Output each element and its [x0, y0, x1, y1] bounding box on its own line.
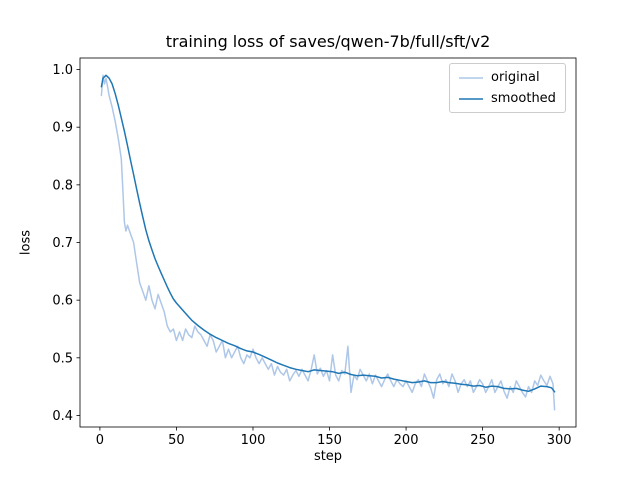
legend-line-smoothed-icon	[459, 97, 483, 100]
y-tick-label: 0.8	[52, 178, 73, 193]
x-tick-label: 250	[470, 433, 495, 448]
x-tick-label: 50	[168, 433, 185, 448]
x-tick-label: 0	[96, 433, 104, 448]
x-tick-label: 300	[547, 433, 572, 448]
legend: original smoothed	[449, 63, 566, 113]
y-tick-label: 0.5	[52, 351, 73, 366]
x-tick-label: 100	[241, 433, 266, 448]
y-tick-label: 1.0	[52, 63, 73, 78]
x-axis-label: step	[313, 449, 343, 464]
series-line-original	[100, 74, 556, 411]
x-tick-label: 150	[317, 433, 342, 448]
chart-title: training loss of saves/qwen-7b/full/sft/…	[165, 32, 491, 51]
legend-entry-smoothed: smoothed	[458, 90, 556, 107]
axes-spines	[79, 57, 577, 428]
legend-label-original: original	[491, 70, 540, 85]
y-axis-label: loss	[18, 229, 34, 256]
legend-line-original-icon	[459, 76, 483, 79]
y-tick-label: 0.9	[52, 121, 73, 136]
series-line-smoothed	[100, 74, 556, 393]
x-tick-label: 200	[394, 433, 419, 448]
legend-label-smoothed: smoothed	[491, 91, 556, 106]
y-tick-label: 0.6	[52, 294, 73, 309]
y-tick-label: 0.7	[52, 236, 73, 251]
legend-entry-original: original	[458, 69, 556, 86]
y-tick-label: 0.4	[52, 409, 73, 424]
